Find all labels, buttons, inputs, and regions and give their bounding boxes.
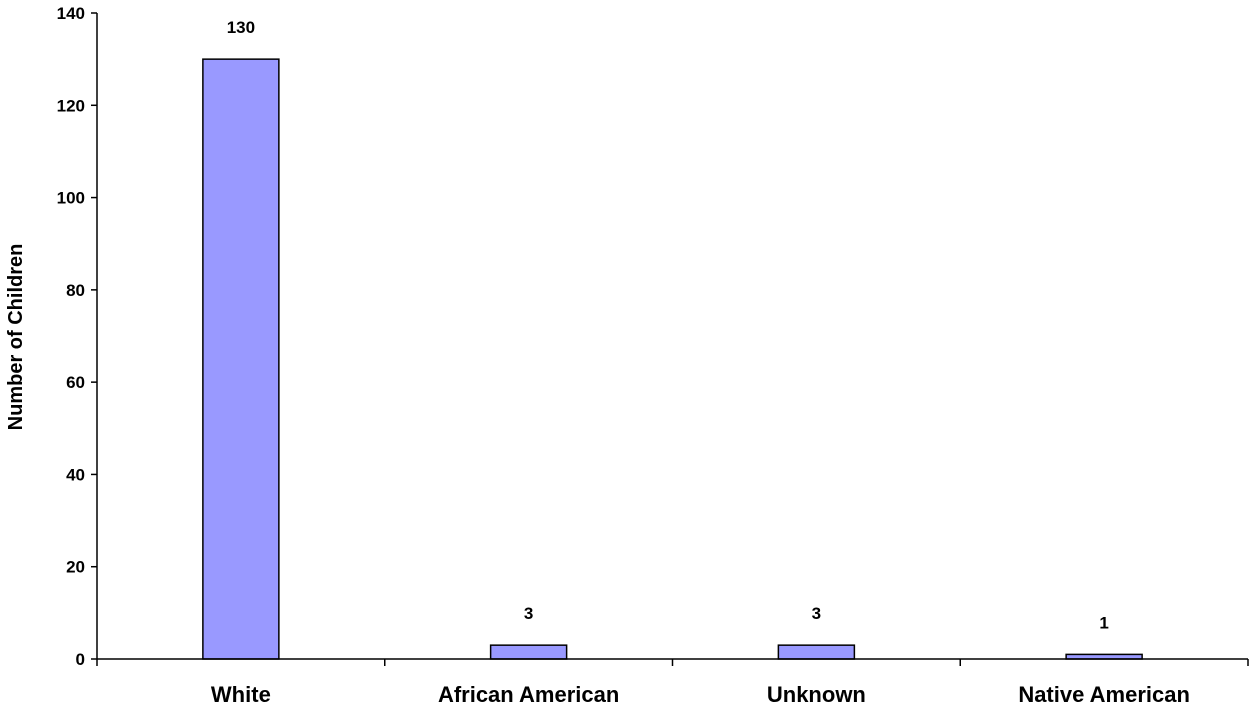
data-label: 3 bbox=[524, 604, 533, 623]
category-labels: White African American Unknown Native Ameri… bbox=[211, 682, 1190, 707]
category-label: African American bbox=[438, 682, 619, 707]
y-axis-ticks bbox=[91, 12, 97, 660]
category-label: Unknown bbox=[767, 682, 866, 707]
y-tick-label: 0 bbox=[76, 650, 85, 669]
bars bbox=[202, 58, 1143, 660]
data-labels: 130 3 3 1 bbox=[227, 18, 1109, 632]
y-tick-label: 100 bbox=[57, 189, 85, 208]
y-axis-title: Number of Children bbox=[5, 244, 27, 431]
bar-african-american bbox=[489, 644, 568, 660]
data-label: 1 bbox=[1099, 613, 1108, 632]
y-tick-label: 80 bbox=[66, 281, 85, 300]
data-label: 130 bbox=[227, 18, 255, 37]
y-tick-label: 120 bbox=[57, 96, 85, 115]
bar-white bbox=[202, 58, 280, 660]
bar-unknown bbox=[777, 644, 856, 660]
y-tick-label: 20 bbox=[66, 558, 85, 577]
y-tick-labels: 0 20 40 60 80 100 120 140 bbox=[57, 4, 85, 669]
y-tick-label: 140 bbox=[57, 4, 85, 23]
category-label: White bbox=[211, 682, 271, 707]
y-tick-label: 40 bbox=[66, 465, 85, 484]
data-label: 3 bbox=[812, 604, 821, 623]
x-axis-ticks bbox=[96, 659, 1249, 666]
category-label: Native American bbox=[1018, 682, 1190, 707]
y-tick-label: 60 bbox=[66, 373, 85, 392]
